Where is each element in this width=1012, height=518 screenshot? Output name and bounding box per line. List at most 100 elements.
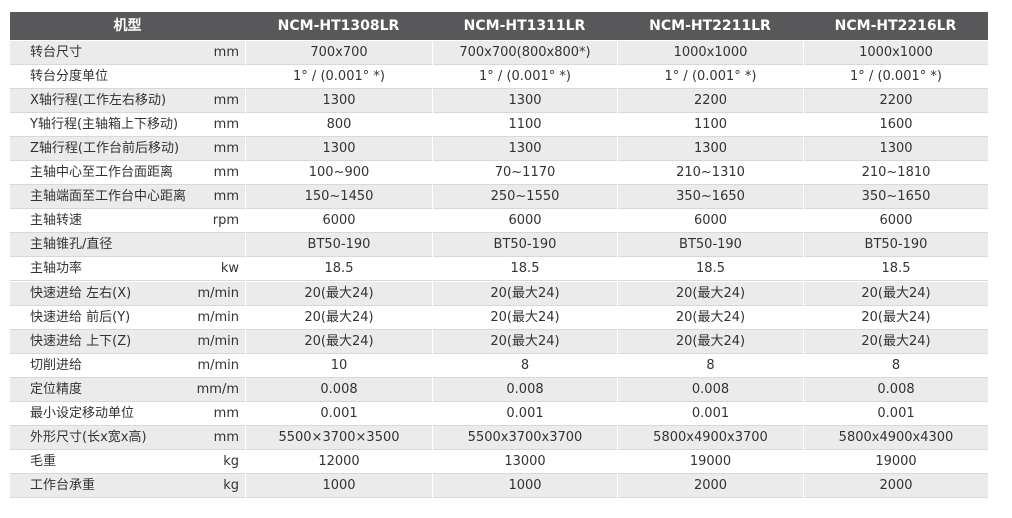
row-value: 20(最大24) [245, 305, 432, 330]
row-label: 外形尺寸(长x宽x高) [30, 429, 147, 445]
row-background [10, 257, 988, 282]
row-value: 1000 [432, 473, 617, 498]
row-value: 1100 [432, 113, 617, 138]
row-unit: mm [213, 165, 239, 181]
row-value: 5500×3700×3500 [245, 425, 432, 450]
row-label: 切削进给 [30, 357, 83, 373]
row-value: 0.001 [803, 401, 988, 426]
row-value: 1300 [245, 137, 432, 162]
row-unit: mm [213, 405, 239, 421]
row-unit: m/min [197, 285, 239, 301]
row-value: 700x700(800x800*) [432, 41, 617, 65]
row-value: BT50-190 [432, 233, 617, 258]
row-value: 6000 [432, 209, 617, 234]
row-unit: m/min [197, 333, 239, 349]
row-value: 8 [617, 353, 803, 378]
row-unit: m/min [197, 357, 239, 373]
row-value: 18.5 [245, 257, 432, 282]
row-background [10, 233, 988, 258]
row-background [10, 473, 988, 498]
row-value: 5800x4900x3700 [617, 425, 803, 450]
row-value: 2200 [617, 89, 803, 114]
row-background [10, 65, 988, 90]
header-label: 机型 [10, 12, 245, 40]
row-label: 工作台承重 [30, 477, 96, 493]
row-value: 1300 [803, 137, 988, 162]
row-value: 0.001 [432, 401, 617, 426]
row-background [10, 89, 988, 114]
row-unit: mm [213, 141, 239, 157]
row-label: 转台尺寸 [30, 45, 83, 60]
row-value: 0.008 [617, 377, 803, 402]
row-value: 19000 [617, 449, 803, 474]
row-value: 20(最大24) [432, 305, 617, 330]
row-label: 快速进给 上下(Z) [30, 333, 132, 349]
row-value: 0.008 [245, 377, 432, 402]
row-value: 6000 [803, 209, 988, 234]
row-unit: mm [213, 189, 239, 205]
row-background [10, 41, 988, 65]
row-label: Y轴行程(主轴箱上下移动) [30, 117, 179, 133]
row-background [10, 281, 988, 306]
row-value: 2200 [803, 89, 988, 114]
row-value: 20(最大24) [432, 281, 617, 306]
row-label: 转台分度单位 [30, 69, 109, 85]
row-label: 最小设定移动单位 [30, 405, 135, 421]
row-label: 快速进给 前后(Y) [30, 309, 131, 325]
row-value: 0.001 [617, 401, 803, 426]
row-value: 210~1310 [617, 161, 803, 186]
row-label: X轴行程(工作左右移动) [30, 93, 167, 109]
row-background [10, 113, 988, 138]
row-background [10, 425, 988, 450]
row-background [10, 401, 988, 426]
row-background [10, 305, 988, 330]
row-label: 主轴转速 [30, 213, 83, 229]
row-value: 20(最大24) [245, 329, 432, 354]
row-value: 19000 [803, 449, 988, 474]
row-value: 210~1810 [803, 161, 988, 186]
row-value: 5800x4900x4300 [803, 425, 988, 450]
row-value: 1° / (0.001° *) [245, 65, 432, 90]
row-value: 350~1650 [803, 185, 988, 210]
header-model: NCM-HT1311LR [432, 12, 617, 40]
row-value: 250~1550 [432, 185, 617, 210]
header-model: NCM-HT1308LR [245, 12, 432, 40]
row-value: 20(最大24) [617, 329, 803, 354]
row-value: 18.5 [617, 257, 803, 282]
row-unit: mm [213, 93, 239, 109]
row-value: 1300 [245, 89, 432, 114]
row-value: 0.001 [245, 401, 432, 426]
row-background [10, 185, 988, 210]
row-value: 20(最大24) [432, 329, 617, 354]
row-value: 8 [803, 353, 988, 378]
row-label: 定位精度 [30, 381, 83, 397]
row-label: 毛重 [30, 453, 57, 469]
row-value: 1300 [432, 89, 617, 114]
row-unit: kg [223, 477, 239, 493]
row-label: Z轴行程(工作台前后移动) [30, 141, 180, 157]
row-value: 1000x1000 [617, 41, 803, 65]
row-label: 主轴中心至工作台面距离 [30, 165, 174, 181]
row-background [10, 209, 988, 234]
row-background [10, 329, 988, 354]
row-value: 1600 [803, 113, 988, 138]
row-value: 2000 [617, 473, 803, 498]
row-value: 20(最大24) [617, 281, 803, 306]
row-value: 1° / (0.001° *) [803, 65, 988, 90]
row-value: 1000 [245, 473, 432, 498]
row-value: 20(最大24) [803, 329, 988, 354]
row-value: 1300 [432, 137, 617, 162]
row-value: 700x700 [245, 41, 432, 65]
row-value: 18.5 [803, 257, 988, 282]
row-value: 18.5 [432, 257, 617, 282]
row-label: 快速进给 左右(X) [30, 285, 132, 301]
row-value: 100~900 [245, 161, 432, 186]
row-unit: m/min [197, 309, 239, 325]
row-value: 6000 [617, 209, 803, 234]
row-value: 800 [245, 113, 432, 138]
row-background [10, 137, 988, 162]
header-model: NCM-HT2211LR [617, 12, 803, 40]
row-unit: kw [220, 261, 239, 277]
row-value: 5500x3700x3700 [432, 425, 617, 450]
